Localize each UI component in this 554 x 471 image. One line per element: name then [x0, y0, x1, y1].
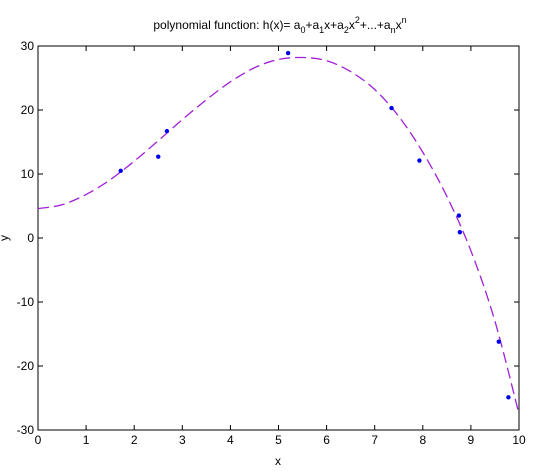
data-point: [119, 169, 123, 173]
x-tick-label: 10: [512, 433, 526, 447]
plot-area: 0 1 2 3 4 5 6 7 8 9 10 -30 -20 -10 0 10 20 30: [17, 39, 526, 447]
x-axis-label: x: [275, 454, 281, 468]
data-point: [417, 158, 421, 162]
y-tick-label: 10: [21, 167, 35, 181]
x-tick-label: 9: [468, 433, 475, 447]
y-tick-label: 30: [21, 39, 35, 53]
data-point: [156, 155, 160, 159]
x-tick-label: 1: [83, 433, 90, 447]
y-axis-label: y: [0, 235, 11, 241]
x-tick-label: 5: [275, 433, 282, 447]
x-tick-label: 7: [371, 433, 378, 447]
y-tick-label: -30: [17, 423, 35, 437]
data-point: [506, 395, 510, 399]
plot-frame: [38, 46, 519, 430]
x-tick-label: 2: [131, 433, 138, 447]
data-point: [286, 51, 290, 55]
x-tick-label: 4: [227, 433, 234, 447]
x-tick-label: 3: [179, 433, 186, 447]
x-tick-label: 0: [35, 433, 42, 447]
x-tick-label: 8: [419, 433, 426, 447]
chart-title: polynomial function: h(x)= a0+a1x+a2x2+.…: [153, 15, 406, 35]
data-point: [457, 213, 461, 217]
data-point: [458, 230, 462, 234]
data-point: [389, 106, 393, 110]
y-tick-label: -20: [17, 359, 35, 373]
y-tick-label: 0: [27, 231, 34, 245]
y-tick-label: 20: [21, 103, 35, 117]
data-point: [497, 339, 501, 343]
y-tick-label: -10: [17, 295, 35, 309]
data-point: [165, 129, 169, 133]
x-tick-label: 6: [323, 433, 330, 447]
